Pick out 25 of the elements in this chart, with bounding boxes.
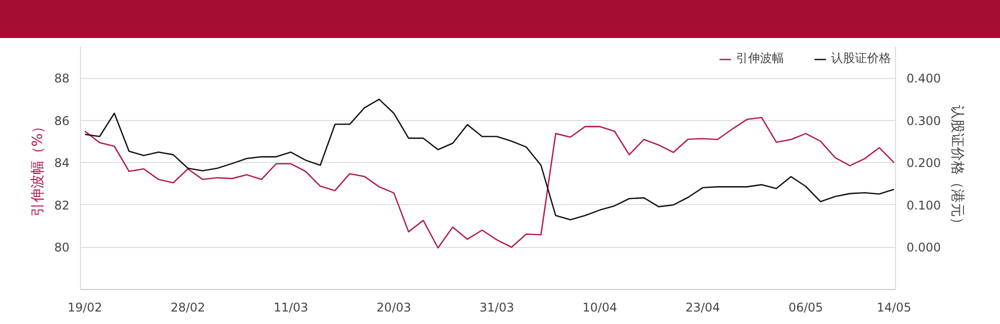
x-tick-label: 19/02 bbox=[68, 300, 102, 314]
x-tick-label: 06/05 bbox=[788, 300, 824, 314]
line-series bbox=[84, 116, 895, 249]
y2-axis-title: 认股证价格（港元） bbox=[948, 105, 965, 231]
x-tick-label: 14/05 bbox=[876, 300, 912, 314]
y2-tick-label: 0.000 bbox=[906, 240, 941, 255]
legend-label: 认股证价格 bbox=[831, 50, 891, 67]
y-tick-label: 88 bbox=[54, 72, 70, 86]
y2-tick-label: 0.100 bbox=[906, 198, 941, 212]
y2-tick-label: 0.400 bbox=[906, 72, 941, 86]
x-tick-label: 28/02 bbox=[170, 300, 206, 314]
y-tick-label: 84 bbox=[54, 156, 70, 170]
x-tick-label: 11/03 bbox=[274, 300, 308, 314]
y2-tick-label: 0.200 bbox=[906, 156, 941, 170]
x-tick-label: 23/04 bbox=[685, 300, 720, 314]
x-tick-label: 31/03 bbox=[480, 300, 514, 314]
y-tick-label: 82 bbox=[54, 198, 70, 212]
y-tick-label: 80 bbox=[54, 240, 70, 255]
y-tick-label: 86 bbox=[54, 114, 70, 128]
x-tick-label: 20/03 bbox=[376, 300, 412, 314]
x-tick-label: 10/04 bbox=[582, 300, 618, 314]
y2-tick-label: 0.300 bbox=[906, 114, 941, 128]
line-series bbox=[84, 98, 895, 220]
y-axis-title: 引伸波幅（%） bbox=[30, 119, 46, 217]
legend-label: 引伸波幅 bbox=[736, 50, 784, 67]
